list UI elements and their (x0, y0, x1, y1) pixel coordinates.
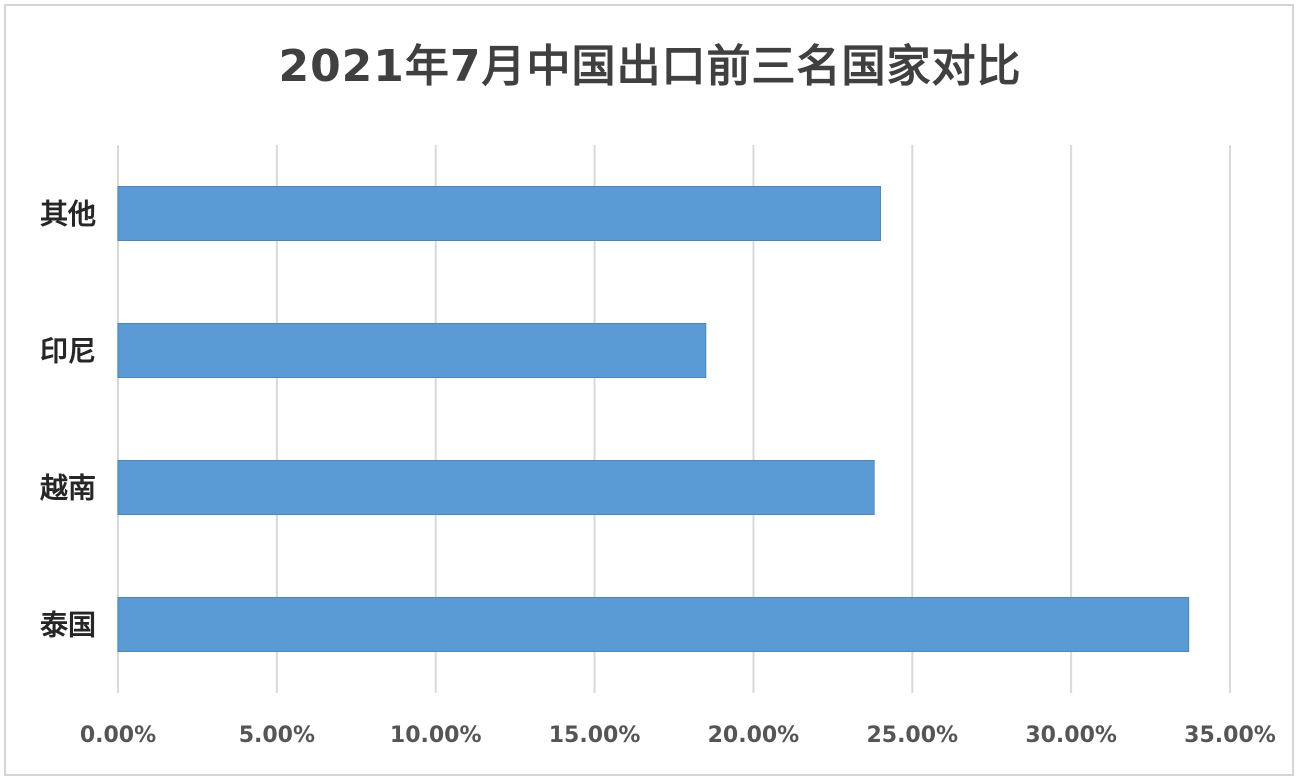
x-tick-label: 25.00% (866, 723, 958, 748)
category-label: 越南 (40, 472, 96, 505)
bars (117, 186, 1190, 652)
bar (117, 323, 707, 378)
x-tick-label: 35.00% (1184, 723, 1276, 748)
x-tick-label: 0.00% (80, 723, 156, 748)
bar (117, 460, 875, 515)
x-tick-label: 5.00% (239, 723, 315, 748)
x-tick-label: 30.00% (1025, 723, 1117, 748)
category-label: 印尼 (40, 335, 96, 368)
category-label: 其他 (40, 198, 96, 231)
x-tick-label: 15.00% (549, 723, 641, 748)
x-tick-label: 20.00% (708, 723, 800, 748)
x-tick-label: 10.00% (390, 723, 482, 748)
bar (117, 186, 882, 241)
x-tick-labels: 0.00% 5.00% 10.00% 15.00% 20.00% 25.00% 30.00%… (80, 723, 1276, 748)
bar (117, 597, 1190, 652)
chart-title: 2021年7月中国出口前三名国家对比 (278, 41, 1022, 92)
category-label: 泰国 (40, 609, 96, 642)
